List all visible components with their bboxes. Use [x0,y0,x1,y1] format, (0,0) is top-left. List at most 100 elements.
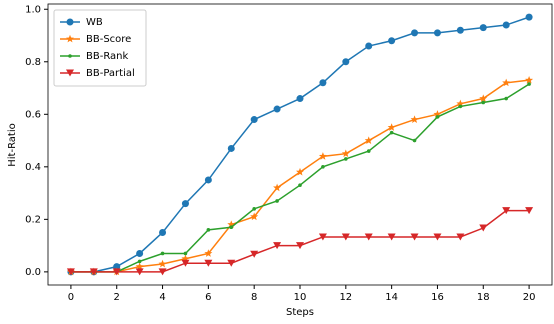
x-tick-label: 20 [523,292,536,303]
marker [435,115,440,119]
legend-marker [66,69,74,77]
marker [318,233,327,241]
marker [341,149,350,158]
legend-label: BB-Rank [86,51,129,62]
marker [319,79,327,87]
legend-marker [66,34,74,43]
marker [181,200,189,208]
y-tick-label: 0.0 [25,267,41,278]
x-tick-label: 10 [294,292,307,303]
marker [296,167,304,176]
marker [204,176,212,184]
marker [250,116,258,124]
marker [387,123,396,131]
x-tick-label: 16 [431,292,444,303]
marker [344,157,348,161]
marker [250,250,259,258]
marker [502,21,510,29]
legend-label: BB-Score [86,34,131,45]
marker [410,233,419,241]
marker [458,104,463,109]
marker [89,268,98,276]
marker [227,220,236,228]
marker [525,75,534,84]
marker [181,259,190,267]
marker [364,136,373,144]
x-tick-label: 18 [477,292,490,303]
marker [525,207,534,215]
marker [321,165,325,169]
marker [479,94,488,102]
marker [204,249,213,257]
legend-marker [66,18,74,26]
marker [227,259,236,267]
y-tick-label: 1.0 [25,4,41,15]
marker [342,58,350,66]
marker [433,110,442,118]
y-tick-label: 0.6 [25,109,41,120]
marker [481,100,486,105]
marker [252,207,256,211]
marker [158,268,167,276]
marker [160,251,165,256]
marker [410,115,419,123]
marker [227,144,235,152]
x-tick-label: 8 [251,292,257,303]
marker [181,254,190,263]
marker [66,268,75,276]
x-tick-label: 12 [339,292,352,303]
marker [456,26,464,34]
marker [365,42,373,50]
plot-frame [47,3,553,286]
marker [183,251,188,256]
marker [250,212,259,221]
marker [341,233,350,241]
marker [433,233,442,241]
marker [504,96,508,101]
marker [479,224,488,232]
marker [204,259,213,267]
marker [525,13,533,21]
marker [389,130,394,135]
y-axis-label: Hit-Ratio [7,123,18,167]
x-tick-label: 2 [114,292,120,303]
marker [502,78,511,87]
marker [433,29,441,37]
marker [456,233,465,241]
marker [366,149,371,153]
y-tick-label: 0.4 [25,162,41,173]
marker [137,259,142,264]
marker [502,207,511,215]
x-axis-label: Steps [286,307,314,318]
marker [229,225,234,230]
marker [298,183,302,188]
marker [112,268,121,276]
x-tick-label: 0 [68,292,74,303]
marker [296,95,304,103]
marker [296,242,304,250]
x-tick-label: 6 [205,292,211,303]
legend-marker [68,54,72,58]
marker [135,268,144,276]
marker [412,138,417,143]
marker [159,228,167,236]
marker [527,82,531,86]
x-tick-label: 4 [159,292,165,303]
marker [113,263,121,271]
marker [275,199,279,203]
marker [479,24,487,32]
y-tick-label: 0.8 [25,57,41,68]
marker [158,259,167,268]
marker [273,242,282,250]
marker [411,29,419,37]
legend-label: BB-Partial [86,68,135,79]
marker [206,228,211,232]
marker [456,99,465,108]
legend-label: WB [86,17,103,28]
marker [273,183,282,192]
y-tick-label: 0.2 [25,214,41,225]
marker [387,233,396,241]
marker [388,37,396,45]
marker [136,249,144,257]
